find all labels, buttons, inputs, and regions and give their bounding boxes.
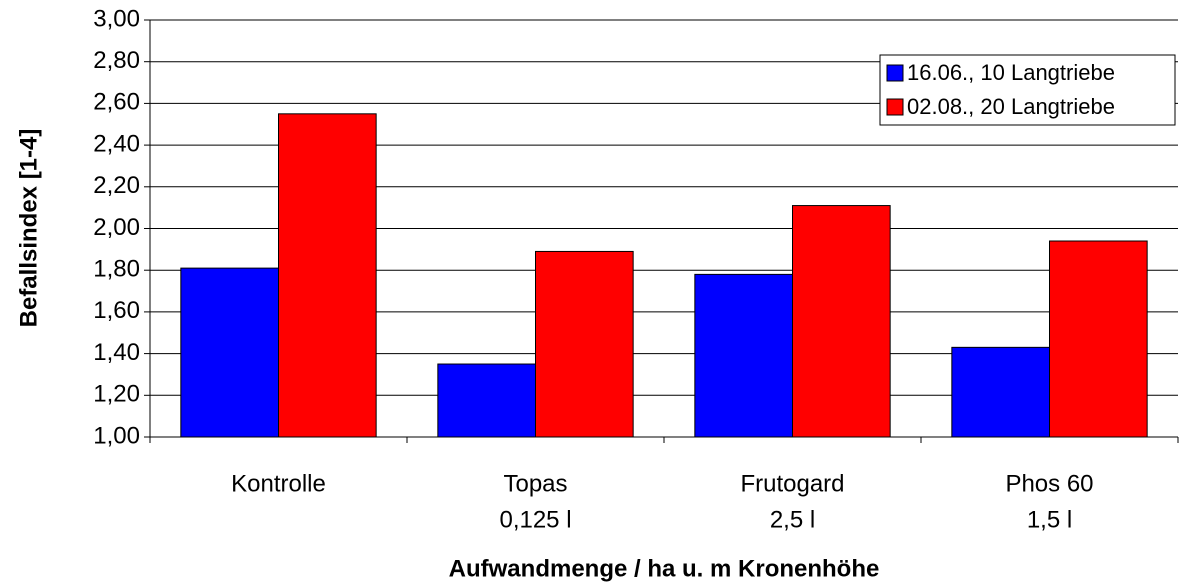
y-axis-title: Befallsindex [1-4] [15,129,42,328]
y-tick-label: 2,00 [93,214,140,241]
bar [951,346,1051,438]
y-tick-label: 2,20 [93,172,140,199]
y-tick-label: 1,40 [93,339,140,366]
bar [1049,240,1148,438]
x-axis-title: Aufwandmenge / ha u. m Kronenhöhe [449,555,880,582]
legend-box [879,54,1176,126]
y-tick-label: 2,80 [93,47,140,74]
y-tick-label: 1,00 [93,422,140,449]
y-tick-label: 2,60 [93,89,140,116]
y-tick-label: 3,00 [93,5,140,32]
x-tick-label: 1,5 l [1027,506,1072,533]
bar [535,250,634,438]
x-tick-label: 2,5 l [770,506,815,533]
legend-swatch [886,64,904,82]
bar [278,113,377,438]
bar [437,363,536,438]
y-tick-label: 1,80 [93,256,140,283]
y-tick-label: 1,20 [93,381,140,408]
y-tick-label: 1,60 [93,297,140,324]
y-tick-label: 2,40 [93,130,140,157]
x-tick-label: Kontrolle [231,470,326,497]
legend-label: 16.06., 10 Langtriebe [907,60,1115,85]
x-tick-label: Frutogard [740,470,844,497]
x-tick-label: Phos 60 [1005,470,1093,497]
x-tick-label: 0,125 l [499,506,571,533]
bar [694,273,794,438]
legend-label: 02.08., 20 Langtriebe [907,94,1115,119]
bar [180,267,279,438]
legend-swatch [886,98,904,116]
bar [792,205,891,438]
x-tick-label: Topas [503,470,567,497]
